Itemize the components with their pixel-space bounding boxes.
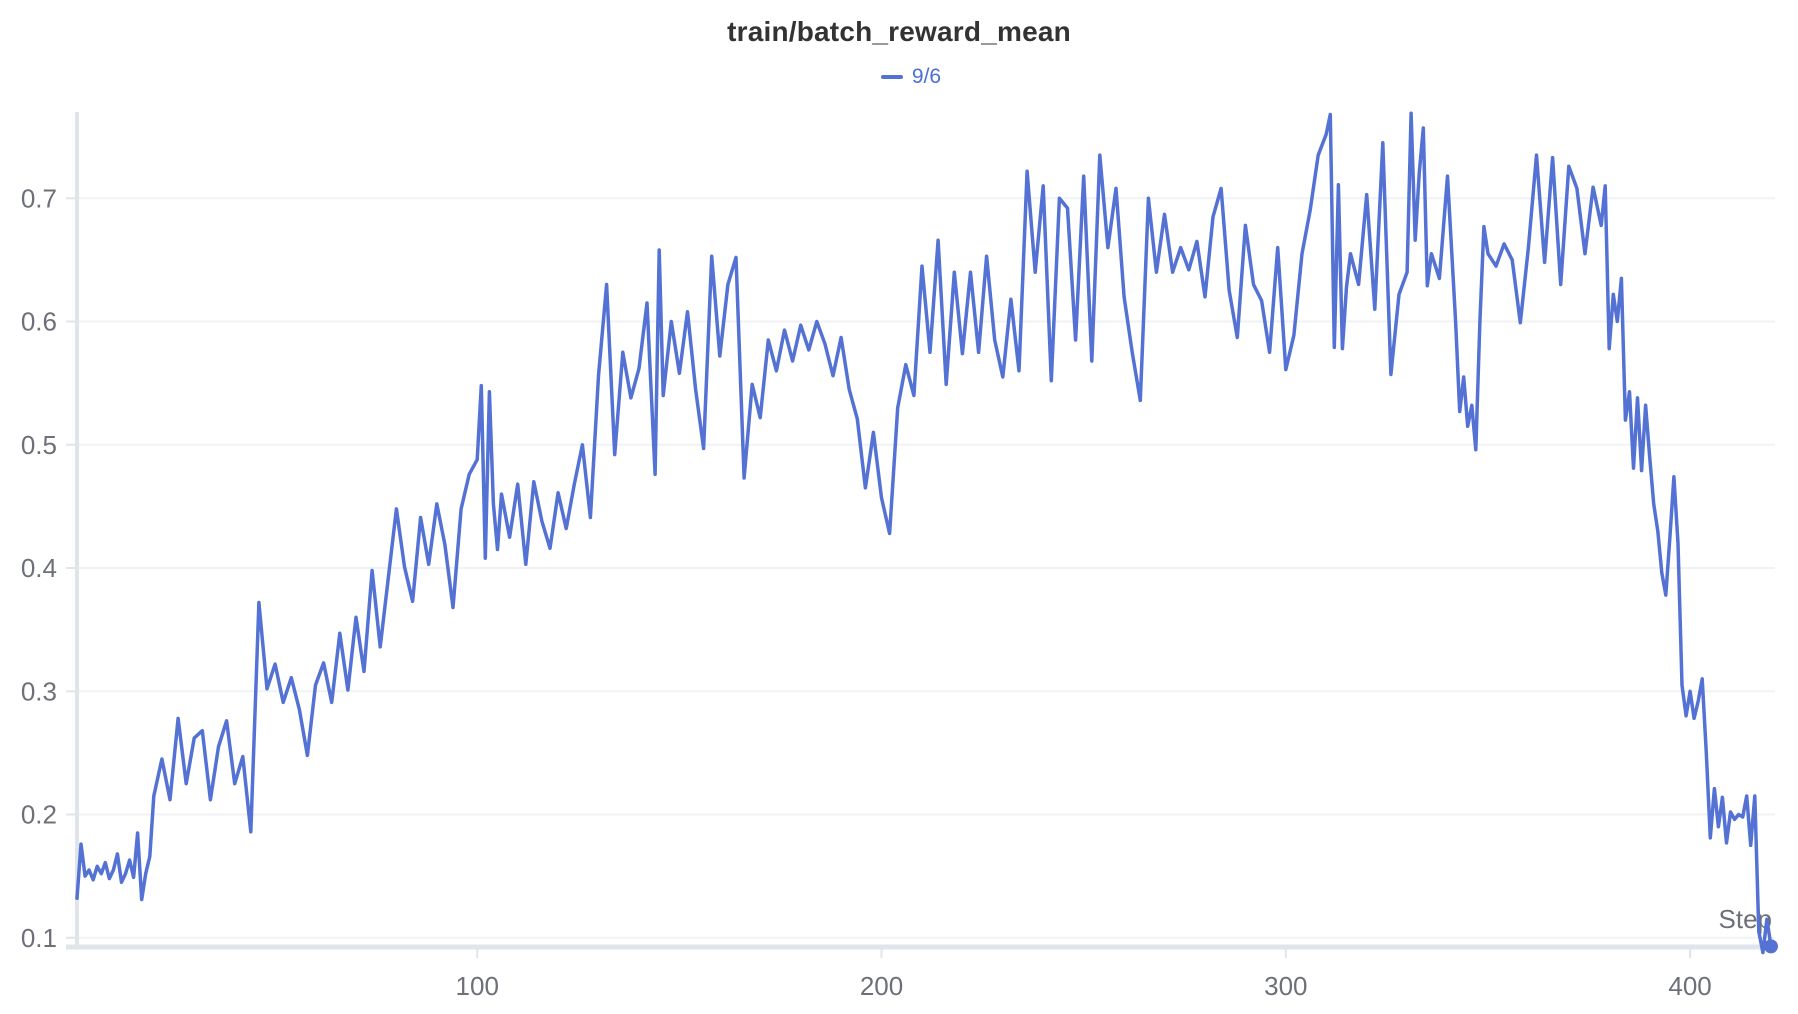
legend-label: 9/6	[911, 65, 942, 88]
x-tick-label: 400	[1668, 971, 1711, 1001]
y-tick-label: 0.3	[21, 676, 57, 706]
y-tick-label: 0.6	[21, 307, 57, 337]
series-end-dot[interactable]	[1763, 939, 1778, 954]
x-axis-name: Step	[1719, 904, 1773, 934]
y-tick-label: 0.2	[21, 800, 57, 830]
y-tick-label: 0.7	[21, 183, 57, 213]
x-tick-label: 200	[860, 971, 903, 1001]
chart-title: train/batch_reward_mean	[727, 16, 1071, 47]
legend-item[interactable]: 9/6	[880, 65, 942, 88]
y-tick-label: 0.5	[21, 430, 57, 460]
x-tick-label: 100	[456, 971, 499, 1001]
legend-line-icon	[880, 74, 903, 79]
y-tick-label: 0.4	[21, 553, 57, 583]
chart-legend: 9/6	[12, 66, 1798, 87]
x-tick-label: 300	[1264, 971, 1307, 1001]
series-line[interactable]	[75, 111, 1773, 955]
y-tick-label: 0.1	[21, 923, 57, 953]
